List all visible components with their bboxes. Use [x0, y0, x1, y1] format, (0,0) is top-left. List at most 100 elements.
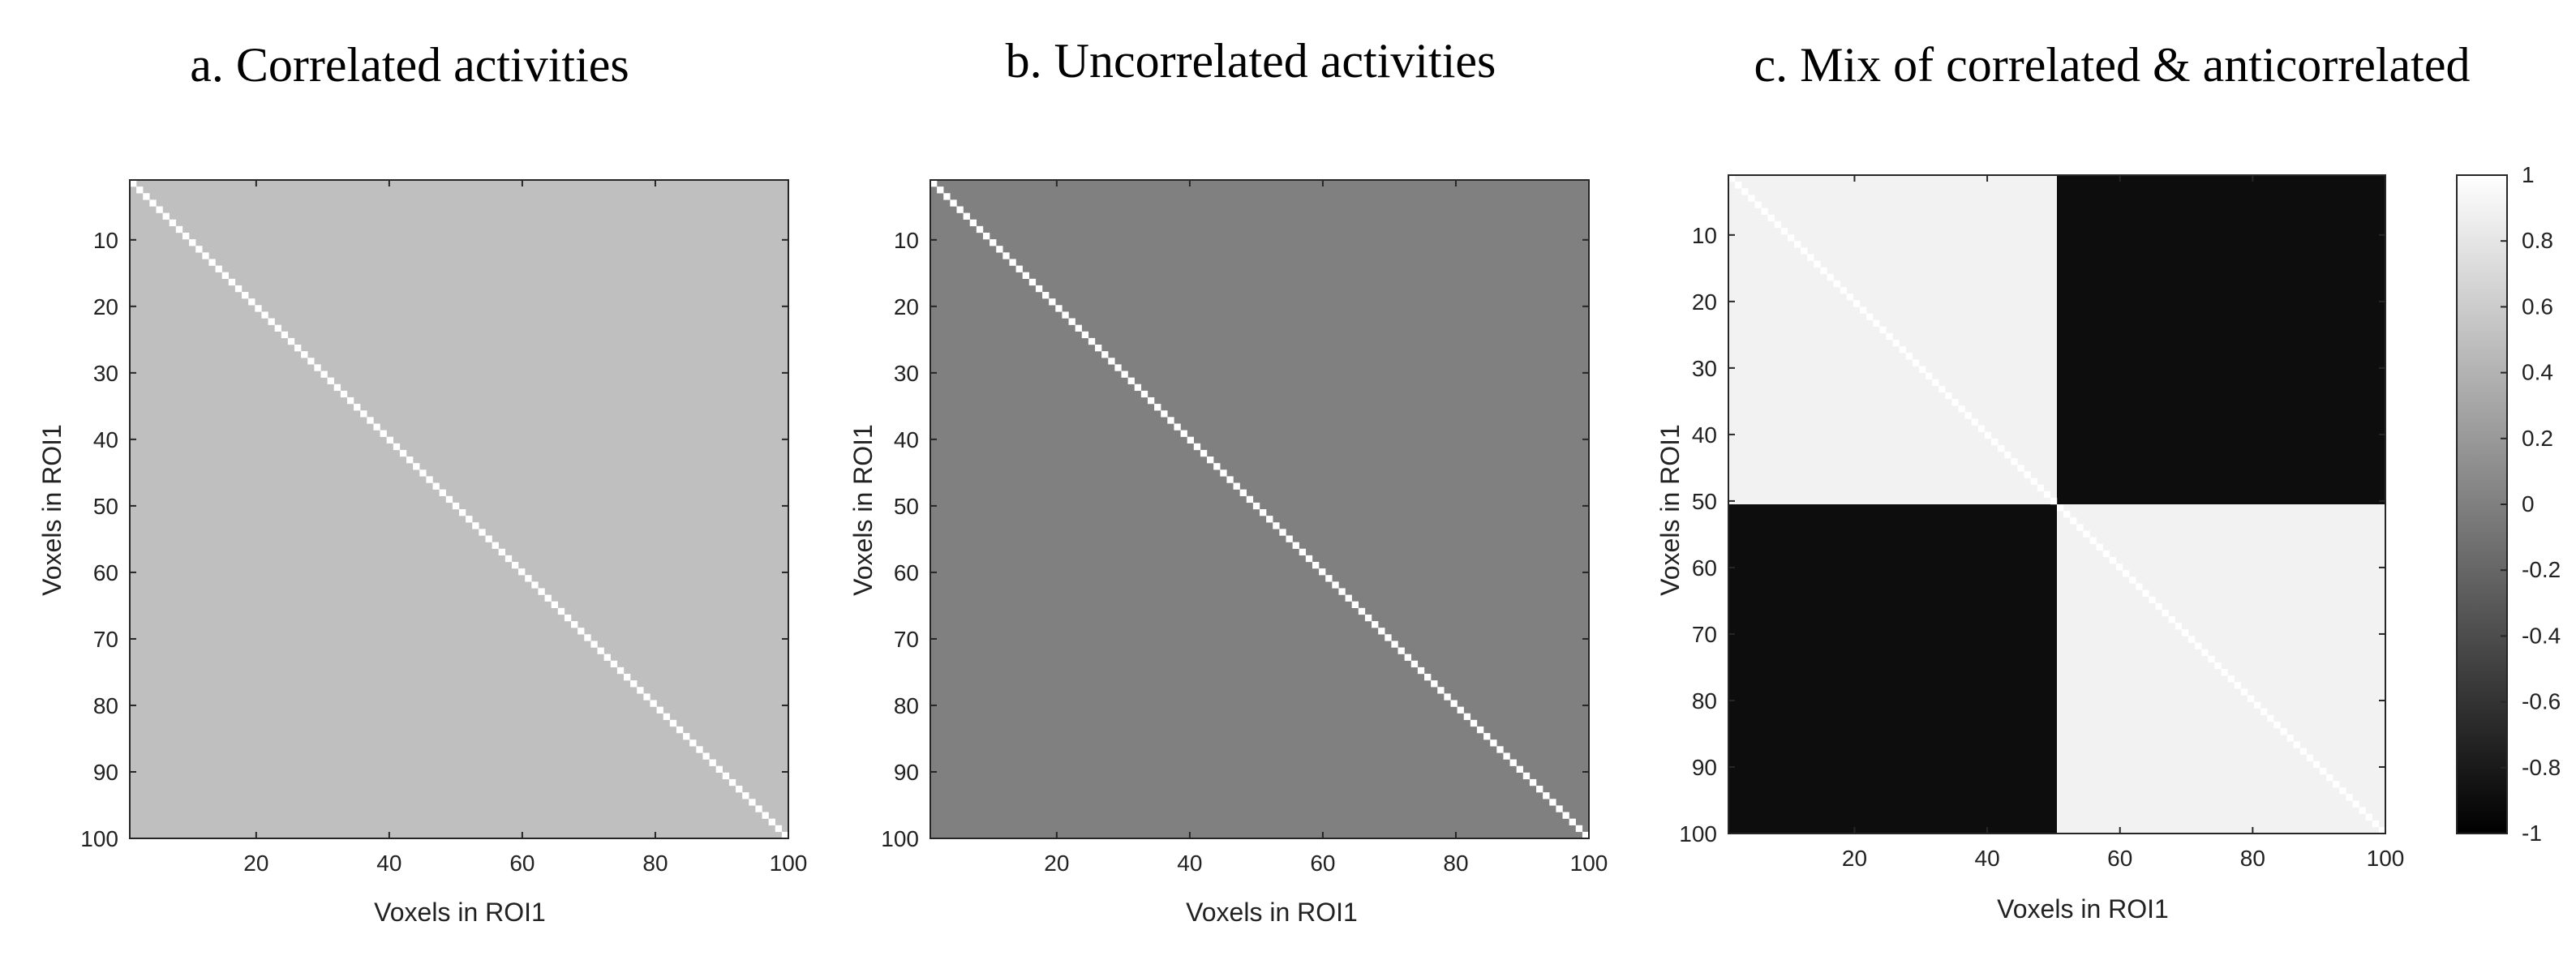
- heatmap-diagonal-cell: [950, 199, 957, 207]
- heatmap-diagonal-cell: [597, 647, 604, 654]
- heatmap-diagonal-cell: [2254, 701, 2261, 709]
- y-tick-label: 100: [80, 826, 118, 851]
- y-tick-label: 100: [1679, 821, 1717, 846]
- heatmap-diagonal-cell: [1220, 469, 1227, 477]
- heatmap-diagonal-cell: [1260, 509, 1267, 516]
- heatmap-diagonal-cell: [2333, 781, 2340, 788]
- heatmap-diagonal-cell: [1728, 175, 1736, 182]
- y-tick-label: 60: [93, 560, 118, 585]
- heatmap-diagonal-cell: [386, 436, 393, 444]
- heatmap-diagonal-cell: [432, 482, 440, 490]
- heatmap-diagonal-cell: [755, 805, 762, 812]
- heatmap-diagonal-cell: [1938, 385, 1946, 393]
- heatmap-diagonal-cell: [2227, 675, 2235, 683]
- y-tick-label: 30: [894, 361, 919, 386]
- heatmap-diagonal-cell: [2247, 695, 2255, 702]
- heatmap-diagonal-cell: [656, 706, 663, 714]
- heatmap-diagonal-cell: [551, 601, 558, 608]
- x-tick-label: 80: [2240, 846, 2265, 871]
- heatmap-diagonal-cell: [1358, 607, 1366, 615]
- heatmap-diagonal-cell: [1279, 529, 1286, 536]
- heatmap-diagonal-cell: [1833, 280, 1840, 288]
- heatmap-diagonal-cell: [650, 700, 657, 707]
- heatmap-diagonal-cell: [1319, 568, 1326, 576]
- heatmap-diagonal-cell: [762, 812, 769, 819]
- panel-b-xlabel: Voxels in ROI1: [1186, 898, 1358, 927]
- heatmap-diagonal-cell: [472, 522, 479, 529]
- heatmap-diagonal-cell: [1364, 614, 1372, 622]
- y-tick-label: 90: [1692, 755, 1717, 780]
- x-tick-label: 60: [1310, 851, 1335, 876]
- y-tick-label: 20: [93, 294, 118, 319]
- heatmap-diagonal-cell: [538, 588, 545, 595]
- heatmap-diagonal-cell: [2024, 471, 2031, 478]
- panel-b-ylabel: Voxels in ROI1: [848, 424, 878, 596]
- heatmap-diagonal-cell: [261, 311, 268, 319]
- panel-b-heatmap: [930, 180, 1590, 839]
- heatmap-diagonal-cell: [2234, 682, 2241, 689]
- heatmap-diagonal-cell: [531, 581, 539, 589]
- heatmap-diagonal-cell: [1741, 188, 1749, 195]
- heatmap-diagonal-cell: [1028, 278, 1037, 286]
- heatmap-diagonal-cell: [976, 225, 984, 234]
- heatmap-diagonal-cell: [2155, 602, 2162, 611]
- heatmap-diagonal-cell: [1180, 430, 1187, 437]
- y-tick-label: 90: [894, 760, 919, 785]
- panel-c-title: c. Mix of correlated & anticorrelated: [1754, 38, 2471, 92]
- heatmap-diagonal-cell: [1431, 680, 1438, 688]
- heatmap-diagonal-cell: [1075, 324, 1082, 332]
- heatmap-diagonal-cell: [1958, 405, 1965, 413]
- heatmap-diagonal-cell: [498, 548, 506, 556]
- heatmap-diagonal-cell: [1015, 265, 1023, 272]
- heatmap-diagonal-cell: [728, 778, 736, 786]
- heatmap-diagonal-cell: [1207, 456, 1214, 464]
- colorbar-tick-label: -0.8: [2522, 755, 2561, 780]
- heatmap-diagonal-cell: [1562, 812, 1569, 819]
- x-tick-label: 20: [1842, 846, 1867, 871]
- panel-b: b. Uncorrelated activities 20 40 60 80 100 10…: [848, 34, 1608, 927]
- heatmap-diagonal-cell: [406, 456, 414, 464]
- heatmap-diagonal-cell: [603, 654, 611, 661]
- x-tick-label: 60: [2107, 846, 2132, 871]
- heatmap-diagonal-cell: [1062, 311, 1069, 319]
- heatmap-diagonal-cell: [1391, 641, 1398, 648]
- heatmap-diagonal-cell: [1035, 285, 1043, 293]
- heatmap-diagonal-cell: [1522, 772, 1531, 780]
- x-tick-label: 40: [1177, 851, 1202, 876]
- heatmap-diagonal-cell: [571, 621, 578, 628]
- heatmap-diagonal-cell: [1095, 345, 1102, 352]
- heatmap-diagonal-cell: [2208, 655, 2215, 663]
- heatmap-diagonal-cell: [1932, 379, 1939, 387]
- heatmap-diagonal-cell: [1055, 305, 1063, 312]
- colorbar-tick-label: 0: [2522, 491, 2535, 516]
- heatmap-diagonal-cell: [624, 674, 631, 681]
- heatmap-diagonal-cell: [2299, 748, 2307, 755]
- heatmap-diagonal-cell: [1154, 404, 1161, 411]
- y-tick-label: 80: [93, 693, 118, 718]
- heatmap-diagonal-cell: [1984, 431, 1992, 439]
- x-tick-label: 100: [1570, 851, 1608, 876]
- panel-c-ylabel: Voxels in ROI1: [1655, 424, 1685, 596]
- x-tick-label: 40: [1975, 846, 2000, 871]
- heatmap-diagonal-cell: [1088, 337, 1096, 345]
- heatmap-diagonal-cell: [156, 206, 163, 213]
- heatmap-diagonal-cell: [439, 489, 446, 496]
- heatmap-diagonal-cell: [2083, 530, 2090, 538]
- heatmap-diagonal-cell: [333, 384, 341, 392]
- heatmap-diagonal-cell: [1892, 340, 1900, 347]
- heatmap-diagonal-cell: [2057, 504, 2064, 512]
- heatmap-diagonal-cell: [2312, 761, 2321, 768]
- heatmap-diagonal-cell: [182, 232, 190, 240]
- x-tick-label: 80: [1443, 851, 1468, 876]
- heatmap-diagonal-cell: [2149, 596, 2156, 603]
- y-tick-label: 50: [93, 494, 118, 519]
- x-tick-label: 20: [243, 851, 268, 876]
- heatmap-diagonal-cell: [2346, 794, 2353, 801]
- heatmap-diagonal-cell: [2168, 616, 2175, 624]
- y-tick-label: 50: [1692, 489, 1717, 514]
- heatmap-diagonal-cell: [1417, 666, 1425, 675]
- heatmap-diagonal-cell: [373, 423, 380, 431]
- heatmap-diagonal-cell: [2070, 517, 2077, 525]
- heatmap-diagonal-cell: [1174, 423, 1181, 431]
- heatmap-diagonal-cell: [1575, 825, 1583, 833]
